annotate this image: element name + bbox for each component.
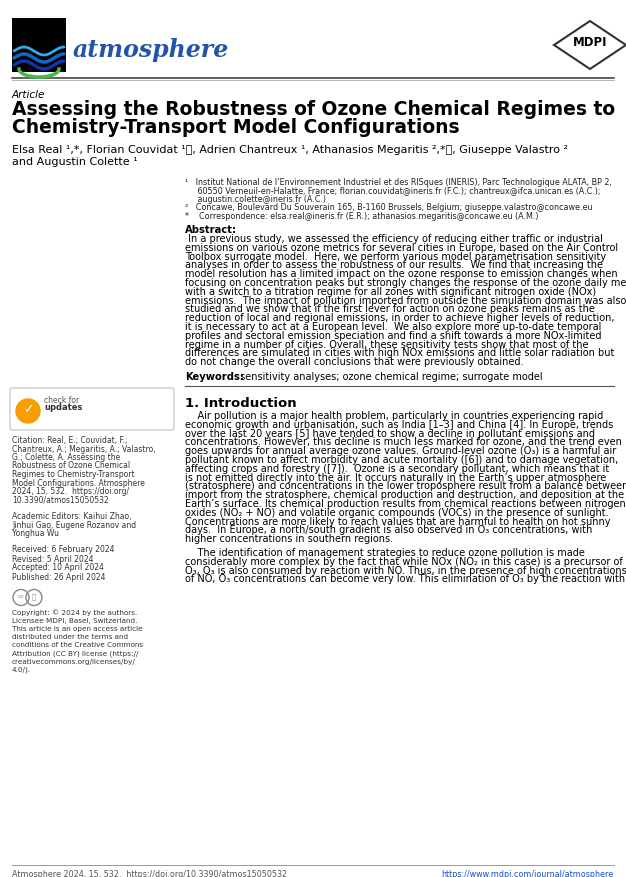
Text: profiles and sectoral emission speciation and find a shift towards a more NOx-li: profiles and sectoral emission speciatio… — [185, 331, 602, 341]
Text: Chemistry-Transport Model Configurations: Chemistry-Transport Model Configurations — [12, 118, 459, 137]
Text: The identification of management strategies to reduce ozone pollution is made: The identification of management strateg… — [185, 548, 585, 558]
Text: Robustness of Ozone Chemical: Robustness of Ozone Chemical — [12, 461, 130, 470]
Text: Chantreux, A.; Megaritis, A.; Valastro,: Chantreux, A.; Megaritis, A.; Valastro, — [12, 445, 156, 453]
Text: Elsa Real ¹,*, Florian Couvidat ¹ⓘ, Adrien Chantreux ¹, Athanasios Megaritis ²,*: Elsa Real ¹,*, Florian Couvidat ¹ⓘ, Adri… — [12, 145, 568, 155]
Text: emissions on various ozone metrics for several cities in Europe, based on the Ai: emissions on various ozone metrics for s… — [185, 243, 618, 253]
Text: Revised: 5 April 2024: Revised: 5 April 2024 — [12, 554, 93, 564]
Text: Atmosphere 2024, 15, 532.  https://doi.org/10.3390/atmos15050532: Atmosphere 2024, 15, 532. https://doi.or… — [12, 870, 287, 877]
Text: cc: cc — [18, 594, 24, 599]
Text: Licensee MDPI, Basel, Switzerland.: Licensee MDPI, Basel, Switzerland. — [12, 617, 137, 624]
Text: Received: 6 February 2024: Received: 6 February 2024 — [12, 545, 115, 554]
Text: Yonghua Wu: Yonghua Wu — [12, 529, 59, 538]
Text: it is necessary to act at a European level.  We also explore more up-to-date tem: it is necessary to act at a European lev… — [185, 322, 602, 332]
Text: with a switch to a titration regime for all zones with significant nitrogen oxid: with a switch to a titration regime for … — [185, 287, 596, 296]
Text: Earth’s surface. Its chemical production results from chemical reactions between: Earth’s surface. Its chemical production… — [185, 499, 626, 509]
Text: O₃, O₃ is also consumed by reaction with NO. Thus, in the presence of high conce: O₃, O₃ is also consumed by reaction with… — [185, 566, 626, 575]
Text: ✓: ✓ — [23, 403, 33, 417]
Circle shape — [16, 399, 40, 423]
Text: and Augustin Colette ¹: and Augustin Colette ¹ — [12, 157, 138, 167]
Text: updates: updates — [44, 403, 83, 412]
Text: Assessing the Robustness of Ozone Chemical Regimes to: Assessing the Robustness of Ozone Chemic… — [12, 100, 615, 119]
Text: goes upwards for annual average ozone values. Ground-level ozone (O₃) is a harmf: goes upwards for annual average ozone va… — [185, 446, 616, 456]
Text: of NO, O₃ concentrations can become very low. This elimination of O₃ by the reac: of NO, O₃ concentrations can become very… — [185, 574, 625, 584]
Text: emissions.  The impact of pollution imported from outside the simulation domain : emissions. The impact of pollution impor… — [185, 296, 626, 305]
Text: is not emitted directly into the air. It occurs naturally in the Earth’s upper a: is not emitted directly into the air. It… — [185, 473, 606, 482]
Text: 4.0/).: 4.0/). — [12, 667, 31, 674]
Text: differences are simulated in cities with high NOx emissions and little solar rad: differences are simulated in cities with… — [185, 348, 614, 359]
Text: (stratosphere) and concentrations in the lower troposphere result from a balance: (stratosphere) and concentrations in the… — [185, 481, 626, 491]
Text: Abstract:: Abstract: — [185, 225, 237, 235]
Text: economic growth and urbanisation, such as India [1–3] and China [4]. In Europe, : economic growth and urbanisation, such a… — [185, 420, 613, 430]
Text: Regimes to Chemistry-Transport: Regimes to Chemistry-Transport — [12, 470, 135, 479]
Text: oxides (NO₂ + NO) and volatile organic compounds (VOCs) in the presence of sunli: oxides (NO₂ + NO) and volatile organic c… — [185, 508, 608, 517]
Text: studied and we show that if the first lever for action on ozone peaks remains as: studied and we show that if the first le… — [185, 304, 595, 314]
Text: distributed under the terms and: distributed under the terms and — [12, 634, 128, 640]
Text: G.; Colette, A. Assessing the: G.; Colette, A. Assessing the — [12, 453, 120, 462]
Text: Copyright: © 2024 by the authors.: Copyright: © 2024 by the authors. — [12, 610, 137, 617]
Text: reduction of local and regional emissions, in order to achieve higher levels of : reduction of local and regional emission… — [185, 313, 615, 324]
Text: 60550 Verneuil-en-Halatte, France; florian.couvidat@ineris.fr (F.C.); chantreux@: 60550 Verneuil-en-Halatte, France; flori… — [185, 187, 600, 196]
Text: Keywords:: Keywords: — [185, 372, 244, 382]
Text: days.  In Europe, a north/south gradient is also observed in O₃ concentrations, : days. In Europe, a north/south gradient … — [185, 525, 592, 535]
Text: import from the stratosphere, chemical production and destruction, and depositio: import from the stratosphere, chemical p… — [185, 490, 624, 500]
Text: do not change the overall conclusions that were previously obtained.: do not change the overall conclusions th… — [185, 357, 523, 367]
Text: Concentrations are more likely to reach values that are harmful to health on hot: Concentrations are more likely to reach … — [185, 517, 610, 526]
Text: sensitivity analyses; ozone chemical regime; surrogate model: sensitivity analyses; ozone chemical reg… — [237, 372, 543, 382]
Text: conditions of the Creative Commons: conditions of the Creative Commons — [12, 642, 143, 648]
Text: 2024, 15, 532.  https://doi.org/: 2024, 15, 532. https://doi.org/ — [12, 487, 129, 496]
Text: affecting crops and forestry ([7]).  Ozone is a secondary pollutant, which means: affecting crops and forestry ([7]). Ozon… — [185, 464, 609, 474]
Text: Attribution (CC BY) license (https://: Attribution (CC BY) license (https:// — [12, 651, 138, 657]
Text: 1. Introduction: 1. Introduction — [185, 397, 297, 410]
Text: https://www.mdpi.com/journal/atmosphere: https://www.mdpi.com/journal/atmosphere — [442, 870, 614, 877]
Text: ²   Concawe, Boulevard Du Souverain 165, B-1160 Brussels, Belgium; giuseppe.vala: ² Concawe, Boulevard Du Souverain 165, B… — [185, 203, 592, 212]
Text: focusing on concentration peaks but strongly changes the response of the ozone d: focusing on concentration peaks but stro… — [185, 278, 626, 288]
Text: model resolution has a limited impact on the ozone response to emission changes : model resolution has a limited impact on… — [185, 269, 618, 279]
Text: MDPI: MDPI — [573, 37, 607, 49]
Text: Citation: Real, E.; Couvidat, F.;: Citation: Real, E.; Couvidat, F.; — [12, 436, 128, 445]
Text: Published: 26 April 2024: Published: 26 April 2024 — [12, 573, 106, 581]
Bar — [12, 18, 66, 72]
Text: pollutant known to affect morbidity and acute mortality ([6]) and to damage vege: pollutant known to affect morbidity and … — [185, 455, 618, 465]
Text: concentrations. However, this decline is much less marked for ozone, and the tre: concentrations. However, this decline is… — [185, 438, 622, 447]
Text: atmosphere: atmosphere — [73, 38, 229, 62]
Text: augustin.colette@ineris.fr (A.C.): augustin.colette@ineris.fr (A.C.) — [185, 195, 326, 204]
Text: Model Configurations. Atmosphere: Model Configurations. Atmosphere — [12, 479, 145, 488]
Text: regime in a number of cities. Overall, these sensitivity tests show that most of: regime in a number of cities. Overall, t… — [185, 339, 588, 350]
Text: In a previous study, we assessed the efficiency of reducing either traffic or in: In a previous study, we assessed the eff… — [185, 234, 603, 244]
Text: over the last 20 years [5] have tended to show a decline in pollutant emissions : over the last 20 years [5] have tended t… — [185, 429, 595, 438]
Text: creativecommons.org/licenses/by/: creativecommons.org/licenses/by/ — [12, 659, 136, 665]
Text: check for: check for — [44, 396, 80, 405]
Text: Accepted: 10 April 2024: Accepted: 10 April 2024 — [12, 564, 104, 573]
Text: Toolbox surrogate model.  Here, we perform various model parametrisation sensiti: Toolbox surrogate model. Here, we perfor… — [185, 252, 606, 261]
Text: Air pollution is a major health problem, particularly in countries experiencing : Air pollution is a major health problem,… — [185, 411, 603, 421]
Text: higher concentrations in southern regions.: higher concentrations in southern region… — [185, 534, 393, 545]
Text: ⓒ: ⓒ — [32, 593, 36, 600]
Text: Jinhui Gao, Eugene Rozanov and: Jinhui Gao, Eugene Rozanov and — [12, 521, 136, 530]
Text: Academic Editors: Kaihui Zhao,: Academic Editors: Kaihui Zhao, — [12, 512, 131, 521]
Text: Article: Article — [12, 90, 45, 100]
Text: ¹   Institut National de l’Environnement Industriel et des RISques (INERIS), Par: ¹ Institut National de l’Environnement I… — [185, 178, 612, 187]
Text: *    Correspondence: elsa.real@ineris.fr (E.R.); athanasios.megaritis@concawe.eu: * Correspondence: elsa.real@ineris.fr (E… — [185, 212, 538, 221]
Text: This article is an open access article: This article is an open access article — [12, 626, 143, 632]
FancyBboxPatch shape — [10, 388, 174, 430]
Text: considerably more complex by the fact that while NOx (NO₂ in this case) is a pre: considerably more complex by the fact th… — [185, 557, 623, 567]
Text: 10.3390/atmos15050532: 10.3390/atmos15050532 — [12, 496, 109, 504]
Text: analyses in order to assess the robustness of our results.  We find that increas: analyses in order to assess the robustne… — [185, 260, 603, 270]
